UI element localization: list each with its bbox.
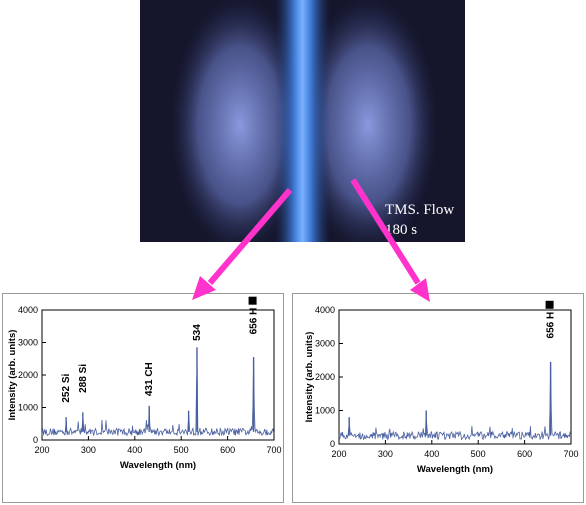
x-tick-label: 700 xyxy=(563,449,578,459)
y-tick-label: 0 xyxy=(33,435,38,445)
y-tick-label: 4000 xyxy=(315,305,335,315)
caption-line-2: 180 s xyxy=(385,222,418,238)
plasma-core xyxy=(275,0,330,242)
x-tick-label: 200 xyxy=(34,445,49,455)
x-tick-label: 600 xyxy=(517,449,532,459)
plot-frame xyxy=(41,309,275,441)
peak-annotation: 252 Si xyxy=(61,373,72,402)
y-tick-label: 2000 xyxy=(18,370,38,380)
x-tick-label: 400 xyxy=(127,445,142,455)
peak-marker-square xyxy=(248,296,257,305)
left-spectrum-panel xyxy=(2,293,284,503)
x-tick-label: 300 xyxy=(81,445,96,455)
peak-annotation: 656 H xyxy=(546,312,557,339)
y-axis-label: Intensity (arb. units) xyxy=(304,332,315,423)
x-axis-label: Wavelength (nm) xyxy=(120,460,196,471)
y-tick-label: 4000 xyxy=(18,305,38,315)
x-tick-label: 600 xyxy=(220,445,235,455)
y-tick-label: 0 xyxy=(330,439,335,449)
peak-annotation: 534 xyxy=(192,324,203,341)
x-tick-label: 500 xyxy=(174,445,189,455)
x-tick-label: 300 xyxy=(378,449,393,459)
caption-line-1: TMS. Flow xyxy=(385,202,455,218)
x-tick-label: 500 xyxy=(471,449,486,459)
peak-annotation: 431 CH xyxy=(144,362,155,396)
left-spectrum-chart: 0 1000 2000 3000 4000 200 300 400 500 600 700 Wavel… xyxy=(7,296,282,471)
spectrum-line xyxy=(338,361,571,441)
y-tick-label: 2000 xyxy=(315,372,335,382)
plasma-left-lobe xyxy=(170,0,310,242)
y-tick-label: 3000 xyxy=(315,339,335,349)
y-axis-label: Intensity (arb. units) xyxy=(7,330,18,421)
plot-frame xyxy=(338,309,572,445)
x-axis-label: Wavelength (nm) xyxy=(417,464,493,475)
right-spectrum-panel xyxy=(292,293,584,503)
x-tick-label: 700 xyxy=(266,445,281,455)
photo-caption: TMS. Flow 180 s xyxy=(385,200,465,240)
spectrum-line xyxy=(41,357,275,437)
y-tick-label: 1000 xyxy=(315,406,335,416)
y-tick-label: 1000 xyxy=(18,403,38,413)
x-tick-label: 200 xyxy=(331,449,346,459)
peak-marker-square xyxy=(545,300,554,309)
right-spectrum-chart: 0 1000 2000 3000 4000 200 300 400 500 600 700 Wavel… xyxy=(304,300,579,475)
peak-annotation: 288 Si xyxy=(78,364,89,393)
peak-annotation: 656 H xyxy=(249,308,260,335)
x-tick-label: 400 xyxy=(424,449,439,459)
y-tick-label: 3000 xyxy=(18,338,38,348)
